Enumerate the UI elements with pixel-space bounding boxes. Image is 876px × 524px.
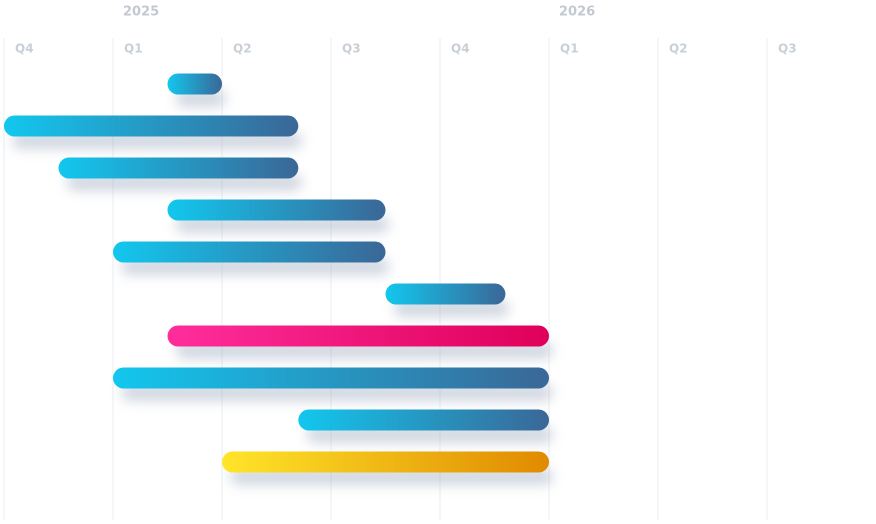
task-bar: [222, 451, 549, 473]
task-bar: [4, 115, 299, 137]
task-bar: [113, 367, 549, 389]
quarter-label: Q4: [15, 42, 34, 56]
year-label: 2026: [559, 5, 595, 20]
task-bar: [58, 157, 299, 179]
quarter-label: Q1: [560, 42, 579, 56]
task-bar: [167, 325, 549, 347]
quarter-label: Q4: [451, 42, 470, 56]
task-bar: [167, 73, 222, 95]
quarter-label: Q3: [778, 42, 797, 56]
quarter-label: Q2: [233, 42, 252, 56]
quarter-label: Q3: [342, 42, 361, 56]
task-bar: [298, 409, 549, 431]
task-bar: [167, 199, 386, 221]
quarter-label: Q2: [669, 42, 688, 56]
task-bar: [113, 241, 386, 263]
quarter-label: Q1: [124, 42, 143, 56]
task-bar: [385, 283, 506, 305]
year-label: 2025: [123, 5, 159, 20]
